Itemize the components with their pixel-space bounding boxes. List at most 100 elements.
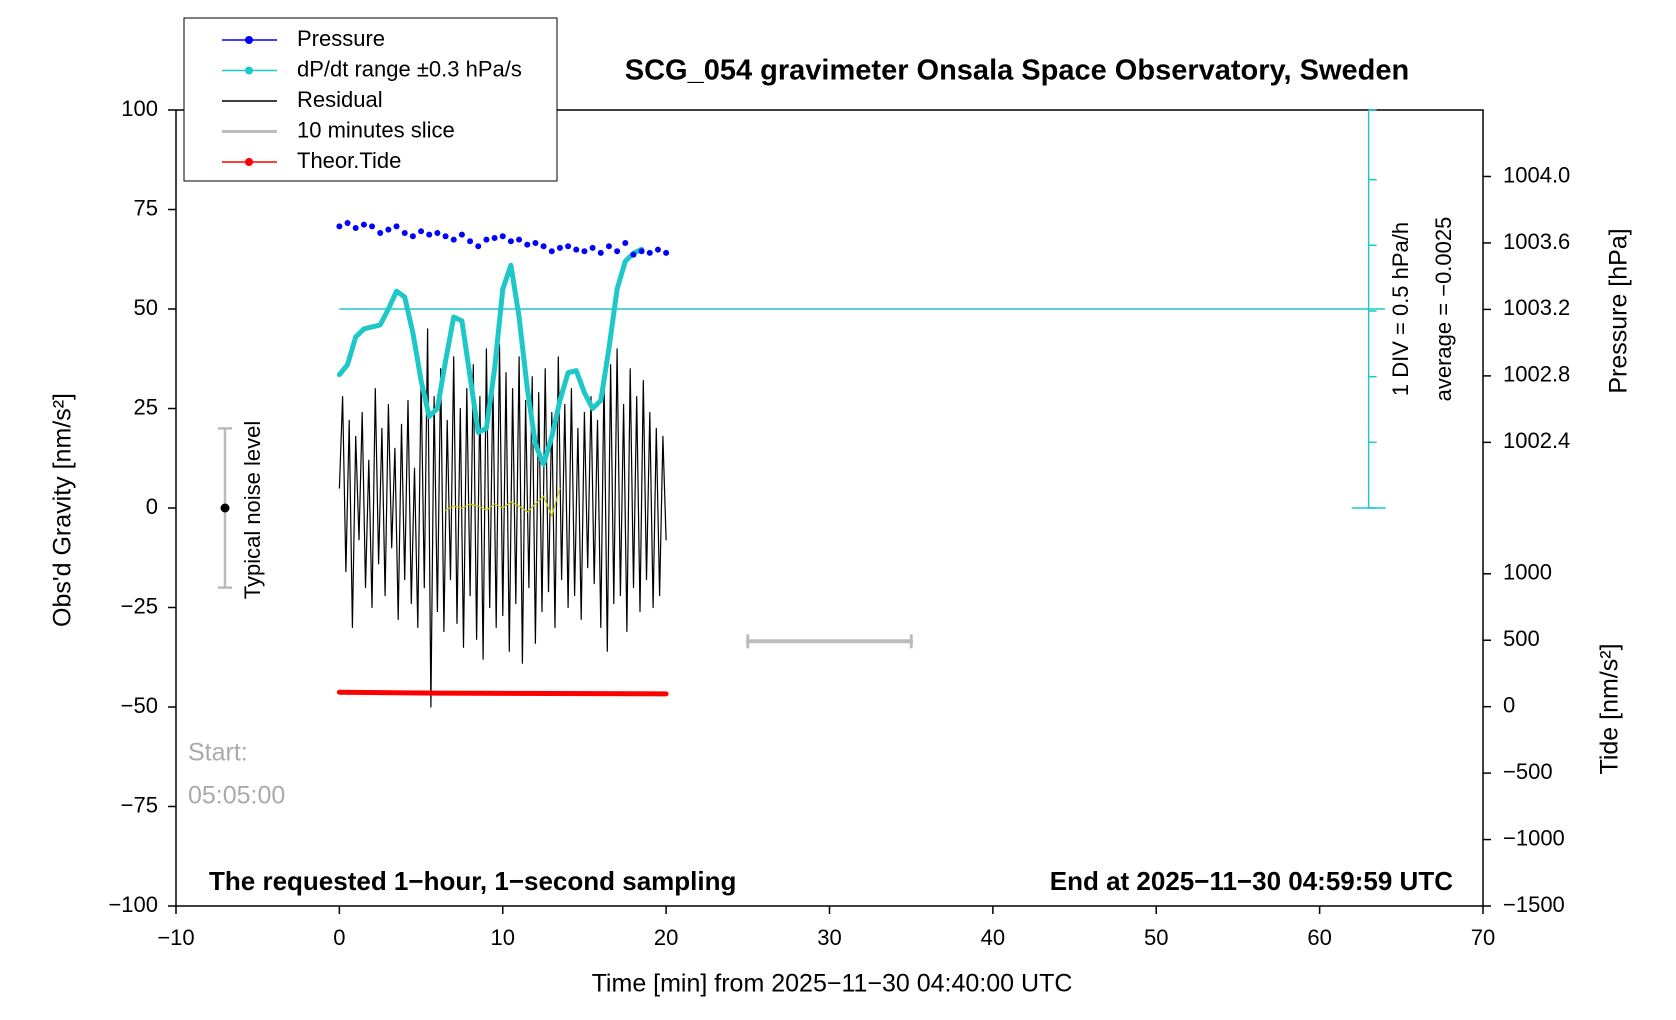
pressure-point <box>605 243 612 250</box>
pressure-point <box>491 234 498 241</box>
pressure-point <box>524 241 531 248</box>
legend-label: Residual <box>297 87 383 112</box>
pressure-point <box>475 243 482 250</box>
pressure-point <box>573 246 580 253</box>
y-tick-label: −25 <box>121 593 158 618</box>
pressure-point <box>646 249 653 256</box>
y2-tick-label: 1004.0 <box>1503 162 1570 187</box>
pressure-point <box>450 236 457 243</box>
pressure-point <box>434 229 441 236</box>
x-tick-label: 70 <box>1471 925 1495 950</box>
y2-tick-label: 1003.2 <box>1503 295 1570 320</box>
pressure-point <box>532 239 539 246</box>
x-tick-label: −10 <box>157 925 194 950</box>
pressure-point <box>393 223 400 230</box>
x-tick-label: 40 <box>981 925 1005 950</box>
y-tick-label: −75 <box>121 792 158 817</box>
legend-label: dP/dt range ±0.3 hPa/s <box>297 56 522 81</box>
y-tick-label: −100 <box>108 892 158 917</box>
pressure-point <box>565 243 572 250</box>
legend-marker <box>245 66 253 75</box>
pressure-point <box>516 236 523 243</box>
pressure-point <box>377 229 384 236</box>
pressure-point <box>401 229 408 236</box>
series-line <box>338 328 667 708</box>
scale-label: 1 DIV = 0.5 hPa/h <box>1388 222 1413 396</box>
pressure-point <box>654 246 661 253</box>
legend-label: 10 minutes slice <box>297 117 455 142</box>
series-line <box>336 689 669 697</box>
y3-tick-label: −500 <box>1503 759 1553 784</box>
pressure-point <box>614 248 621 255</box>
chart-title: SCG_054 gravimeter Onsala Space Observat… <box>625 55 1409 87</box>
pressure-point <box>597 249 604 256</box>
pressure-point <box>483 236 490 243</box>
x-tick-label: 10 <box>491 925 515 950</box>
pressure-point <box>418 228 425 235</box>
pressure-point <box>467 238 474 245</box>
y3-tick-label: −1000 <box>1503 825 1565 850</box>
y2-axis-label: Pressure [hPa] <box>1605 228 1633 393</box>
x-axis-label: Time [min] from 2025−11−30 04:40:00 UTC <box>592 970 1073 998</box>
series-line <box>445 487 561 517</box>
x-tick-label: 30 <box>817 925 841 950</box>
legend: Pressure dP/dt range ±0.3 hPa/s Residual 10… <box>183 17 558 182</box>
y-tick-label: 0 <box>146 494 158 519</box>
pressure-point <box>548 248 555 255</box>
x-tick-label: 50 <box>1144 925 1168 950</box>
footer-left: The requested 1−hour, 1−second sampling <box>209 866 736 896</box>
pressure-point <box>630 251 637 258</box>
y-tick-label: 50 <box>134 295 158 320</box>
x-tick-label: 0 <box>333 925 345 950</box>
pressure-point <box>507 238 514 245</box>
pressure-point <box>426 231 433 238</box>
pressure-point <box>352 224 359 231</box>
y3-tick-label: 500 <box>1503 626 1540 651</box>
y2-tick-label: 1002.4 <box>1503 428 1570 453</box>
pressure-point <box>344 220 351 227</box>
pressure-point <box>622 239 629 246</box>
pressure-point <box>409 233 416 240</box>
legend-label: Theor.Tide <box>297 148 401 173</box>
y-tick-label: 100 <box>121 96 158 121</box>
legend-marker <box>245 158 253 166</box>
average-label: average = −0.0025 <box>1431 217 1456 402</box>
y3-tick-label: 0 <box>1503 692 1515 717</box>
series-line <box>336 246 645 467</box>
x-tick-label: 20 <box>654 925 678 950</box>
pressure-point <box>638 248 645 255</box>
y3-tick-label: 1000 <box>1503 560 1552 585</box>
pressure-point <box>458 231 465 238</box>
y3-axis-label: Tide [nm/s²] <box>1596 643 1624 774</box>
pressure-point <box>581 248 588 255</box>
y-axis-label: Obs'd Gravity [nm/s²] <box>49 393 77 627</box>
noise-label: Typical noise level <box>240 421 265 600</box>
pressure-point <box>336 223 343 230</box>
pressure-point <box>556 244 563 251</box>
y2-tick-label: 1002.8 <box>1503 362 1570 387</box>
pressure-point <box>663 249 670 256</box>
y-tick-label: 75 <box>134 195 158 220</box>
y-tick-label: 25 <box>134 394 158 419</box>
y2-tick-label: 1003.6 <box>1503 229 1570 254</box>
pressure-point <box>369 223 376 230</box>
footer-right: End at 2025−11−30 04:59:59 UTC <box>1050 866 1453 896</box>
start-label: Start: <box>188 739 248 767</box>
pressure-point <box>442 233 449 240</box>
x-tick-label: 60 <box>1307 925 1331 950</box>
pressure-point <box>589 244 596 251</box>
y3-tick-label: −1500 <box>1503 892 1565 917</box>
noise-center <box>220 503 230 513</box>
pressure-point <box>385 226 392 233</box>
legend-label: Pressure <box>297 26 385 51</box>
pressure-point <box>360 221 367 228</box>
legend-box <box>183 17 558 182</box>
pressure-point <box>499 233 506 240</box>
start-time: 05:05:00 <box>188 782 285 810</box>
pressure-point <box>540 243 547 250</box>
y-tick-label: −50 <box>121 693 158 718</box>
plot-frame <box>175 109 1484 907</box>
legend-marker <box>245 36 253 44</box>
